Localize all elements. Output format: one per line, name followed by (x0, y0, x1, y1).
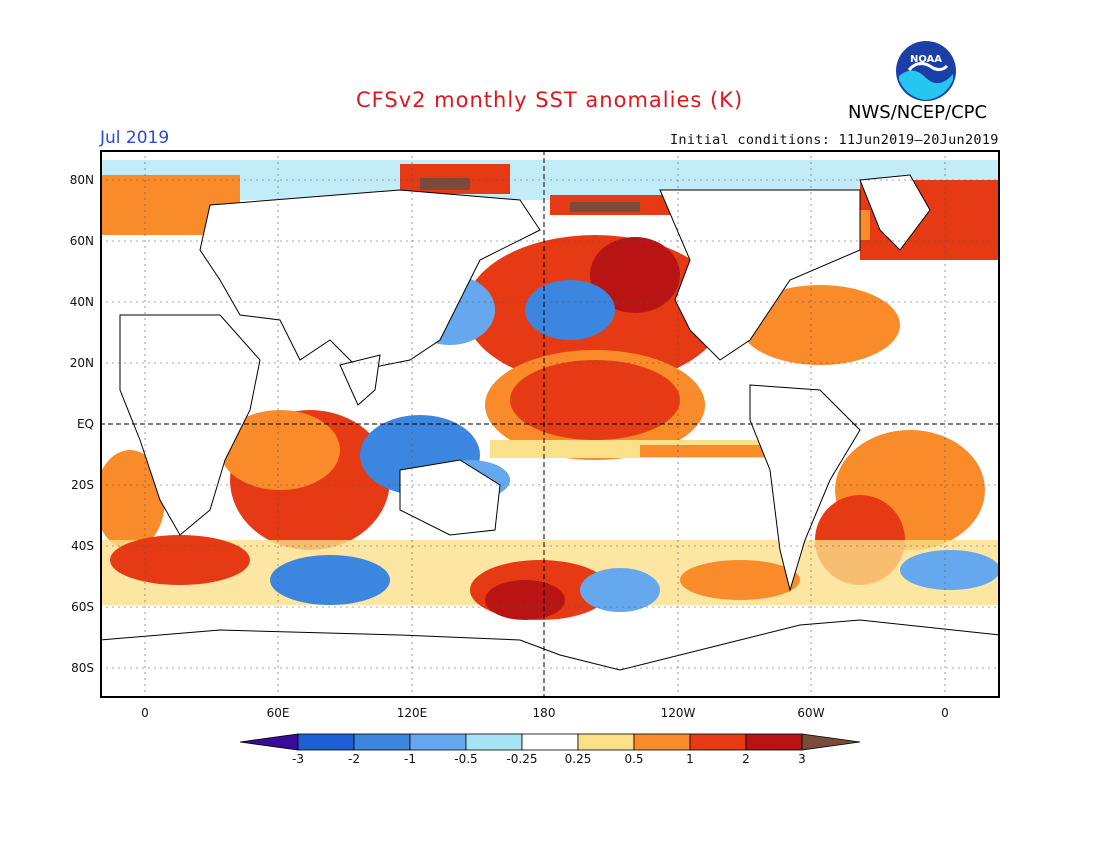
colorbar-label: -3 (292, 752, 304, 766)
lat-label: 40S (71, 539, 94, 553)
colorbar-bin (465, 733, 523, 751)
colorbar-label: 2 (742, 752, 750, 766)
agency-label: NWS/NCEP/CPC (848, 102, 988, 123)
colorbar-label: 0.25 (564, 752, 592, 766)
forecast-month: Jul 2019 (100, 128, 170, 148)
lon-label: 120E (396, 706, 428, 720)
colorbar-label: -1 (404, 752, 416, 766)
lon-label: 180 (532, 706, 556, 720)
colorbar-bin (689, 733, 747, 751)
sst-map (95, 150, 1001, 699)
colorbar-bin (409, 733, 467, 751)
colorbar-label: -0.5 (454, 752, 478, 766)
graticule (100, 150, 1000, 698)
colorbar-bin (297, 733, 355, 751)
map-canvas (95, 150, 1001, 699)
colorbar-label: 0.5 (624, 752, 644, 766)
colorbar-label: 3 (798, 752, 806, 766)
lon-label: 120W (660, 706, 696, 720)
lat-label: 40N (69, 295, 94, 309)
lat-label: 80S (71, 661, 94, 675)
colorbar-bin (633, 733, 691, 751)
lat-label: EQ (76, 417, 94, 431)
lon-label: 0 (941, 706, 949, 720)
map-title: CFSv2 monthly SST anomalies (K) (356, 88, 744, 112)
colorbar-label: 1 (686, 752, 694, 766)
colorbar-bin (577, 733, 635, 751)
continents (99, 174, 1001, 699)
colorbar-label: -0.25 (506, 752, 538, 766)
lon-label: 60E (266, 706, 290, 720)
lat-label: 60S (71, 600, 94, 614)
lon-label: 60W (797, 706, 825, 720)
lat-label: 20N (69, 356, 94, 370)
colorbar-bin (521, 733, 579, 751)
lon-label: 0 (141, 706, 149, 720)
colorbar-label: -2 (348, 752, 360, 766)
colorbar-arrow-right (801, 733, 861, 751)
noaa-logo-icon: NOAA (896, 41, 956, 101)
lat-label: 80N (69, 173, 94, 187)
colorbar-bin (745, 733, 803, 751)
lat-label: 60N (69, 234, 94, 248)
logo-text: NOAA (910, 54, 942, 65)
colorbar-arrow-left (240, 733, 299, 751)
colorbar-bin (353, 733, 411, 751)
colorbar (240, 733, 861, 751)
reference-lines (100, 150, 1000, 698)
lat-label: 20S (71, 478, 94, 492)
initial-conditions: Initial conditions: 11Jun2019–20Jun2019 (670, 132, 999, 148)
